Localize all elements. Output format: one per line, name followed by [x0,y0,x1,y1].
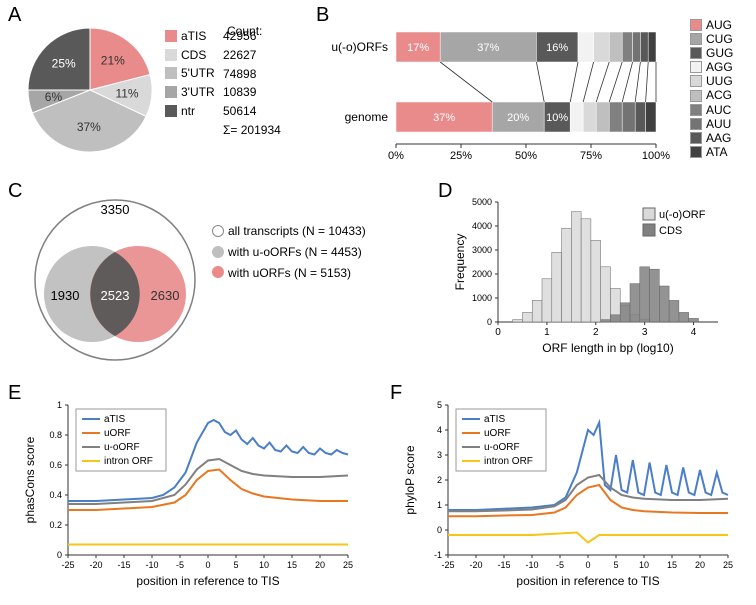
svg-text:5: 5 [613,560,618,570]
histogram: 0 1000 2000 3000 4000 5000 0 1 2 3 4 ORF length in … [450,192,750,362]
svg-text:phyloP score: phyloP score [403,445,417,514]
svg-text:1000: 1000 [472,293,492,303]
svg-text:0.6: 0.6 [49,460,62,470]
svg-text:1: 1 [544,327,550,338]
svg-text:phasCons score: phasCons score [23,436,37,523]
svg-text:3: 3 [642,327,648,338]
svg-text:CDS: CDS [659,225,682,237]
svg-text:20: 20 [695,560,705,570]
svg-text:2: 2 [593,327,599,338]
svg-text:-10: -10 [525,560,538,570]
codon-legend: AUGCUGGUGAGGUUGACGAUCAUUAAGATA [690,18,733,159]
svg-text:-25: -25 [61,560,74,570]
svg-text:0.4: 0.4 [49,490,62,500]
svg-text:-1: -1 [434,550,442,560]
svg-text:15: 15 [667,560,677,570]
svg-text:0: 0 [487,317,492,327]
phylop-chart: -1012345-25-20-15-10-50510152025position… [400,395,750,595]
svg-text:75%: 75% [580,150,602,162]
svg-text:3000: 3000 [472,245,492,255]
svg-text:-5: -5 [556,560,564,570]
svg-text:-15: -15 [117,560,130,570]
svg-text:-15: -15 [497,560,510,570]
svg-text:0: 0 [437,525,442,535]
svg-text:u(-o)ORFs: u(-o)ORFs [331,40,388,54]
svg-text:2: 2 [437,475,442,485]
pie-chart: 21% 11% 37% 6% 25% [20,20,160,160]
svg-text:100%: 100% [642,150,670,162]
svg-text:Frequency: Frequency [453,234,467,291]
svg-text:1930: 1930 [51,288,80,303]
svg-text:-20: -20 [469,560,482,570]
svg-text:position in reference to TIS: position in reference to TIS [136,574,279,588]
svg-text:20%: 20% [507,112,529,124]
svg-text:10%: 10% [546,112,568,124]
svg-text:-5: -5 [176,560,184,570]
svg-text:6%: 6% [45,90,63,104]
svg-text:intron ORF: intron ORF [104,456,153,467]
svg-text:20: 20 [315,560,325,570]
svg-text:genome: genome [345,110,389,124]
svg-text:u(-o)ORF: u(-o)ORF [659,209,706,221]
svg-text:0.8: 0.8 [49,430,62,440]
svg-text:15: 15 [287,560,297,570]
svg-text:5: 5 [233,560,238,570]
svg-text:u-oORF: u-oORF [484,442,520,453]
svg-text:10: 10 [639,560,649,570]
svg-text:ORF length in bp (log10): ORF length in bp (log10) [542,341,673,355]
pie-legend: Count:aTIS42956CDS226275'UTR748983'UTR10… [165,26,281,139]
svg-text:0: 0 [205,560,210,570]
svg-text:10: 10 [259,560,269,570]
svg-text:25%: 25% [52,57,76,71]
svg-text:-20: -20 [89,560,102,570]
svg-text:-25: -25 [441,560,454,570]
stacked-bar-chart: u(-o)ORFs 17% 37% 16% genome 37% 20% 10% 0% 25% 50… [326,14,676,164]
svg-text:0: 0 [585,560,590,570]
svg-text:uORF: uORF [104,428,131,439]
svg-text:aTIS: aTIS [484,414,505,425]
svg-text:4: 4 [437,425,442,435]
svg-text:uORF: uORF [484,428,511,439]
svg-text:3350: 3350 [101,202,130,217]
svg-text:0.2: 0.2 [49,520,62,530]
svg-text:0: 0 [495,327,501,338]
svg-text:17%: 17% [407,42,429,54]
svg-text:1: 1 [57,400,62,410]
svg-text:1: 1 [437,500,442,510]
svg-text:5000: 5000 [472,197,492,207]
svg-text:0%: 0% [388,150,404,162]
svg-text:5: 5 [437,400,442,410]
svg-text:intron ORF: intron ORF [484,456,533,467]
venn-diagram: 3350 1930 2630 2523 [20,190,210,360]
svg-text:0: 0 [57,550,62,560]
svg-text:4: 4 [691,327,697,338]
svg-text:3: 3 [437,450,442,460]
svg-text:11%: 11% [115,87,138,101]
svg-text:2523: 2523 [101,288,130,303]
svg-text:2000: 2000 [472,269,492,279]
svg-text:25: 25 [343,560,353,570]
svg-text:-10: -10 [145,560,158,570]
svg-text:4000: 4000 [472,221,492,231]
svg-text:50%: 50% [515,150,537,162]
svg-text:37%: 37% [77,120,101,134]
svg-text:37%: 37% [433,112,455,124]
venn-legend: all transcripts (N = 10433)with u-oORFs … [212,220,366,282]
svg-text:25%: 25% [450,150,472,162]
svg-text:25: 25 [723,560,733,570]
svg-text:16%: 16% [546,42,568,54]
svg-text:2630: 2630 [151,288,180,303]
svg-text:aTIS: aTIS [104,414,125,425]
svg-text:u-oORF: u-oORF [104,442,140,453]
svg-text:position in reference to TIS: position in reference to TIS [516,574,659,588]
svg-text:37%: 37% [477,42,499,54]
phascons-chart: 0 0.2 0.4 0.6 0.8 1 -25 -20 -15 -10 -5 0 5 10 15 20 25 po… [20,395,370,595]
svg-text:21%: 21% [101,54,125,68]
